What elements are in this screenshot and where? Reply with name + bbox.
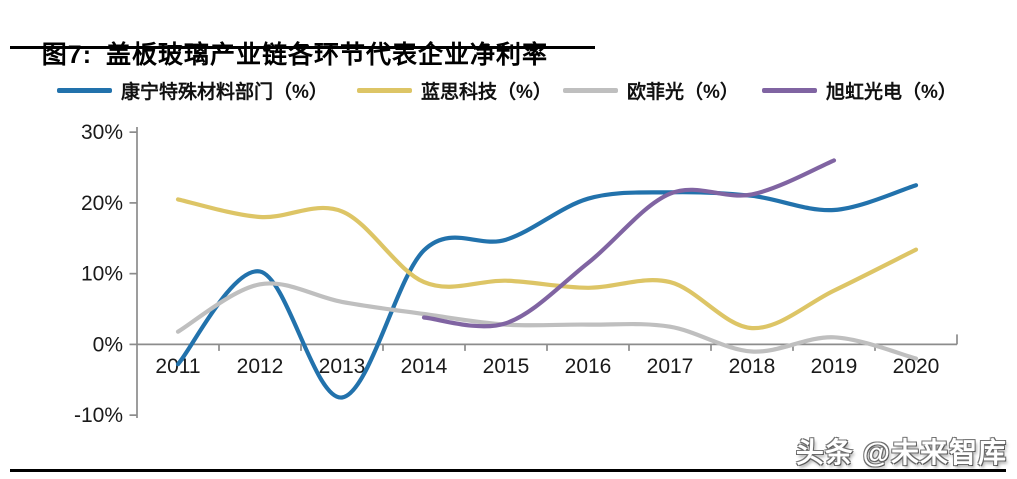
figure-title: 图7: 盖板玻璃产业链各环节代表企业净利率 bbox=[10, 6, 548, 100]
watermark: 头条 @未来智库 bbox=[795, 437, 1007, 468]
legend-item-corning: 康宁特殊材料部门（%） bbox=[57, 78, 328, 103]
x-tick-label: 2012 bbox=[237, 355, 284, 378]
legend-label: 旭虹光电（%） bbox=[826, 81, 957, 103]
series-line-3 bbox=[421, 158, 837, 329]
x-tick-label: 2019 bbox=[811, 355, 858, 378]
figure-number: 图7: bbox=[41, 41, 93, 69]
y-tick-label: -10% bbox=[74, 404, 123, 427]
x-tick-label: 2011 bbox=[155, 355, 200, 378]
x-tick-label: 2020 bbox=[893, 355, 940, 378]
y-tick-label: 30% bbox=[81, 121, 123, 144]
series-line-2 bbox=[175, 281, 919, 361]
title-underline bbox=[10, 46, 595, 49]
x-tick-label: 2013 bbox=[319, 355, 366, 378]
line-swatch-icon bbox=[762, 87, 817, 93]
x-tick-label: 2015 bbox=[483, 355, 530, 378]
bottom-rule bbox=[10, 469, 1006, 472]
y-tick-label: 0% bbox=[93, 333, 123, 356]
legend-item-lens-tech: 蓝思科技（%） bbox=[357, 78, 552, 103]
y-tick-label: 10% bbox=[81, 263, 123, 286]
x-tick-label: 2018 bbox=[729, 355, 776, 378]
legend-label: 蓝思科技（%） bbox=[421, 81, 552, 103]
figure-title-text: 盖板玻璃产业链各环节代表企业净利率 bbox=[106, 41, 549, 69]
series-line-0 bbox=[175, 183, 919, 400]
y-tick-label: 20% bbox=[81, 192, 123, 215]
series-line-1 bbox=[175, 197, 919, 331]
x-tick-label: 2014 bbox=[401, 355, 448, 378]
x-tick-label: 2017 bbox=[647, 355, 694, 378]
line-swatch-icon bbox=[57, 87, 112, 93]
line-swatch-icon bbox=[357, 87, 412, 93]
legend-label: 康宁特殊材料部门（%） bbox=[121, 81, 328, 103]
x-tick-label: 2016 bbox=[565, 355, 612, 378]
line-swatch-icon bbox=[563, 87, 618, 93]
legend-label: 欧菲光（%） bbox=[627, 81, 739, 103]
legend-item-xuhong: 旭虹光电（%） bbox=[762, 78, 957, 103]
legend-item-ofilm: 欧菲光（%） bbox=[563, 78, 739, 103]
